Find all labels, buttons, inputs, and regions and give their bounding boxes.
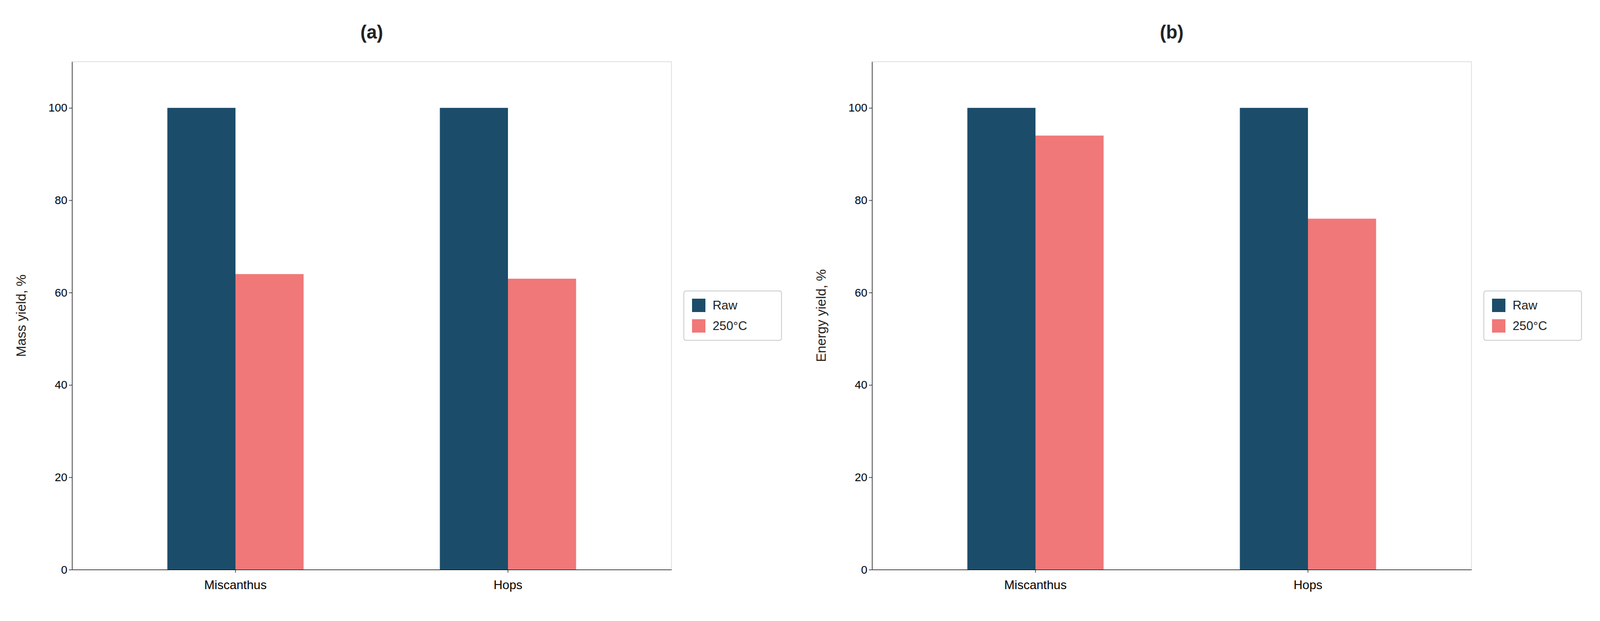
axis-line — [71, 62, 73, 571]
tick-mark — [868, 292, 872, 294]
bar — [1035, 135, 1104, 570]
x-tick: Hops — [493, 569, 523, 592]
tick-mark — [868, 569, 872, 571]
y-tick: 0 — [61, 563, 72, 577]
tick-mark — [68, 569, 72, 571]
x-axis: Miscanthus Hops — [72, 569, 672, 592]
chart-canvas: Miscanthus Hops 0 20 40 60 80 100 (a) Mass yield,… — [0, 0, 1600, 621]
x-tick: Hops — [1293, 569, 1323, 592]
bar — [1240, 107, 1309, 570]
y-tick: 40 — [855, 378, 872, 392]
tick-label: 60 — [55, 286, 68, 300]
tick-label: 40 — [55, 378, 68, 392]
tick-mark — [68, 107, 72, 109]
legend-item: 250°C — [1492, 318, 1548, 333]
y-tick: 80 — [855, 193, 872, 207]
axis-line — [872, 569, 1472, 571]
tick-label: 80 — [55, 193, 68, 207]
tick-mark — [868, 385, 872, 386]
title: (a) — [360, 21, 384, 43]
y-axis-label: Mass yield, % — [13, 274, 29, 357]
legend: Raw 250°C — [1483, 291, 1582, 341]
bar — [235, 274, 304, 570]
tick-label: 80 — [855, 193, 868, 207]
x-axis: Miscanthus Hops — [872, 569, 1472, 592]
x-tick: Miscanthus — [1004, 569, 1067, 592]
legend-swatch — [1492, 319, 1506, 333]
y-tick: 40 — [55, 378, 72, 392]
legend-item: Raw — [1492, 298, 1538, 313]
legend-swatch — [692, 298, 706, 313]
tick-label: 0 — [861, 563, 868, 577]
bar — [440, 107, 509, 570]
plot-frame — [871, 61, 1472, 570]
bar — [167, 107, 236, 570]
tick-mark — [1307, 569, 1309, 573]
bars — [967, 107, 1377, 570]
tick-mark — [68, 292, 72, 294]
tick-mark — [868, 107, 872, 109]
tick-label: 100 — [48, 101, 68, 115]
legend-frame — [1483, 291, 1582, 341]
tick-label: Hops — [493, 577, 523, 592]
tick-label: 100 — [848, 101, 868, 115]
tick-label: 60 — [855, 286, 868, 300]
title: (b) — [1159, 21, 1184, 43]
y-axis: 0 20 40 60 80 100 — [48, 62, 72, 577]
legend-frame — [683, 291, 782, 341]
panel: Miscanthus Hops 0 20 40 60 80 100 (b) Energy yiel… — [813, 21, 1582, 592]
y-tick: 20 — [855, 470, 872, 484]
tick-label: 40 — [855, 378, 868, 392]
y-tick: 100 — [48, 101, 72, 115]
tick-mark — [868, 477, 872, 478]
y-tick: 60 — [855, 286, 872, 300]
y-tick: 20 — [55, 470, 72, 484]
bar — [967, 107, 1036, 570]
y-tick: 60 — [55, 286, 72, 300]
bar — [1307, 218, 1377, 570]
y-tick: 0 — [861, 563, 872, 577]
tick-label: Miscanthus — [204, 577, 267, 592]
legend-label: 250°C — [1512, 318, 1548, 333]
tick-mark — [68, 477, 72, 478]
tick-label: 20 — [855, 470, 868, 484]
x-tick: Miscanthus — [204, 569, 267, 592]
tick-mark — [68, 385, 72, 386]
y-axis-label: Energy yield, % — [813, 269, 829, 363]
tick-mark — [235, 569, 236, 573]
legend: Raw 250°C — [683, 291, 782, 341]
legend-label: Raw — [712, 298, 738, 313]
tick-label: Hops — [1293, 577, 1323, 592]
panel: Miscanthus Hops 0 20 40 60 80 100 (a) Mass yield,… — [13, 21, 782, 592]
bars — [167, 107, 577, 570]
tick-mark — [868, 200, 872, 201]
tick-mark — [507, 569, 509, 573]
plot-frame — [71, 61, 672, 570]
tick-label: 0 — [61, 563, 68, 577]
y-axis: 0 20 40 60 80 100 — [848, 62, 872, 577]
legend-label: 250°C — [712, 318, 748, 333]
tick-mark — [68, 200, 72, 201]
y-tick: 100 — [848, 101, 872, 115]
legend-label: Raw — [1512, 298, 1538, 313]
bar — [507, 278, 577, 570]
tick-mark — [1035, 569, 1036, 573]
legend-item: Raw — [692, 298, 738, 313]
axis-line — [871, 62, 873, 571]
y-tick: 80 — [55, 193, 72, 207]
axis-line — [72, 569, 672, 571]
tick-label: Miscanthus — [1004, 577, 1067, 592]
legend-item: 250°C — [692, 318, 748, 333]
legend-swatch — [692, 319, 706, 333]
legend-swatch — [1492, 298, 1506, 313]
tick-label: 20 — [55, 470, 68, 484]
